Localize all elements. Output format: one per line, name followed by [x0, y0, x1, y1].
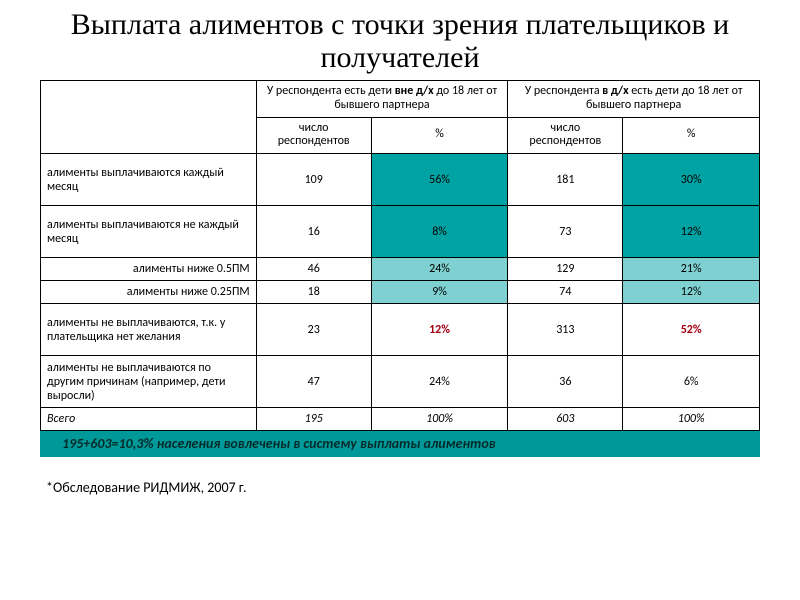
- hg2-bold: в д/х: [602, 84, 628, 98]
- cell-g1-count: 46: [256, 258, 371, 281]
- cell-g1-count: 18: [256, 281, 371, 304]
- cell-g1-pct: 8%: [371, 206, 508, 258]
- footnote: *Обследование РИДМИЖ, 2007 г.: [40, 479, 760, 496]
- hg2-pre: У респондента: [525, 84, 602, 98]
- cell-g1-pct: 12%: [371, 304, 508, 356]
- table-row: алименты выплачиваются каждый месяц10956…: [41, 154, 760, 206]
- cell-g2-pct: 12%: [623, 206, 760, 258]
- cell-g1-pct: 24%: [371, 356, 508, 408]
- cell-g1-count: 23: [256, 304, 371, 356]
- red-percent: 12%: [429, 323, 450, 337]
- row-label: алименты выплачиваются не каждый месяц: [41, 206, 257, 258]
- header-blank: [41, 81, 257, 154]
- hg1-pre: У респондента есть дети: [267, 84, 395, 98]
- table-row: алименты выплачиваются не каждый месяц16…: [41, 206, 760, 258]
- slide-title: Выплата алиментов с точки зрения платель…: [40, 8, 760, 74]
- red-percent: 52%: [681, 323, 702, 337]
- total-g1-count: 195: [256, 408, 371, 431]
- table-row: алименты ниже 0.25ПМ189%7412%: [41, 281, 760, 304]
- cell-g1-pct: 56%: [371, 154, 508, 206]
- cell-g2-count: 129: [508, 258, 623, 281]
- cell-g1-count: 16: [256, 206, 371, 258]
- cell-g2-pct: 30%: [623, 154, 760, 206]
- table-row: алименты не выплачиваются по другим прич…: [41, 356, 760, 408]
- row-label: алименты не выплачиваются, т.к. у плател…: [41, 304, 257, 356]
- cell-g2-count: 73: [508, 206, 623, 258]
- cell-g2-count: 313: [508, 304, 623, 356]
- table-head: У респондента есть дети вне д/х до 18 ле…: [41, 81, 760, 154]
- cell-g1-count: 47: [256, 356, 371, 408]
- cell-g2-pct: 12%: [623, 281, 760, 304]
- cell-g2-pct: 52%: [623, 304, 760, 356]
- cell-g2-count: 181: [508, 154, 623, 206]
- row-label: алименты ниже 0.25ПМ: [41, 281, 257, 304]
- header-g1-count: число респондентов: [256, 117, 371, 154]
- total-g2-pct: 100%: [623, 408, 760, 431]
- row-label: алименты выплачиваются каждый месяц: [41, 154, 257, 206]
- cell-g1-count: 109: [256, 154, 371, 206]
- slide: Выплата алиментов с точки зрения платель…: [0, 0, 800, 600]
- table-total-row: Всего195100%603100%: [41, 408, 760, 431]
- cell-g2-pct: 21%: [623, 258, 760, 281]
- cell-g2-count: 36: [508, 356, 623, 408]
- row-label: алименты не выплачиваются по другим прич…: [41, 356, 257, 408]
- header-group-1: У респондента есть дети вне д/х до 18 ле…: [256, 81, 508, 118]
- summary-bar: 195+603=10,3% населения вовлечены в сист…: [40, 431, 760, 457]
- total-g2-count: 603: [508, 408, 623, 431]
- cell-g2-count: 74: [508, 281, 623, 304]
- header-g2-count: число респондентов: [508, 117, 623, 154]
- total-g1-pct: 100%: [371, 408, 508, 431]
- table-header-row-1: У респондента есть дети вне д/х до 18 ле…: [41, 81, 760, 118]
- cell-g2-pct: 6%: [623, 356, 760, 408]
- table-body: алименты выплачиваются каждый месяц10956…: [41, 154, 760, 431]
- header-g2-pct: %: [623, 117, 760, 154]
- table-row: алименты не выплачиваются, т.к. у плател…: [41, 304, 760, 356]
- total-label: Всего: [41, 408, 257, 431]
- row-label: алименты ниже 0.5ПМ: [41, 258, 257, 281]
- hg1-bold: вне д/х: [395, 84, 434, 98]
- cell-g1-pct: 9%: [371, 281, 508, 304]
- cell-g1-pct: 24%: [371, 258, 508, 281]
- survey-table: У респондента есть дети вне д/х до 18 ле…: [40, 80, 760, 431]
- table-row: алименты ниже 0.5ПМ4624%12921%: [41, 258, 760, 281]
- header-g1-pct: %: [371, 117, 508, 154]
- header-group-2: У респондента в д/х есть дети до 18 лет …: [508, 81, 760, 118]
